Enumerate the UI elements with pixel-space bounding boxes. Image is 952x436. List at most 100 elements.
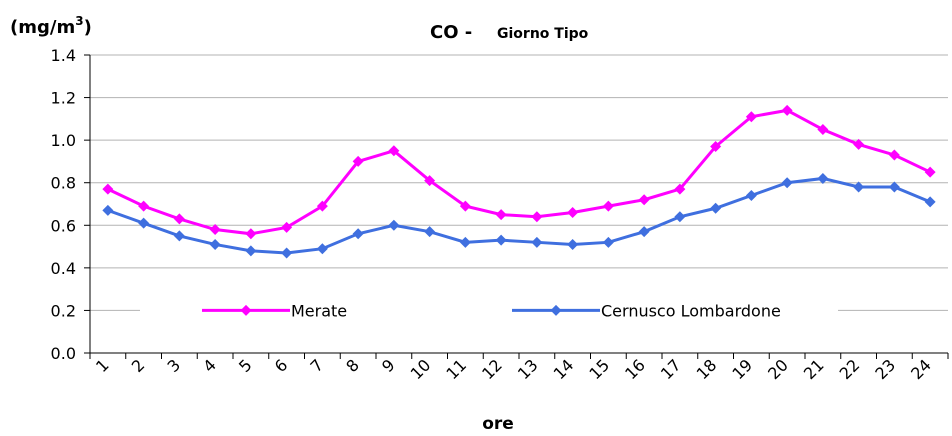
x-tick-label: 2: [128, 355, 149, 376]
unit-label-suffix: ): [84, 17, 92, 38]
unit-label-prefix: (mg/m: [10, 17, 75, 38]
data-point: [281, 221, 293, 233]
data-point: [817, 124, 829, 135]
y-tick-label: 0.6: [51, 216, 76, 235]
y-tick-label: 0.2: [51, 301, 76, 320]
legend-label: Cernusco Lombardone: [601, 301, 781, 320]
data-point: [209, 224, 221, 236]
data-point: [424, 226, 436, 238]
y-tick-label: 1.4: [51, 46, 76, 65]
data-point: [781, 104, 793, 116]
data-point: [173, 213, 185, 225]
data-point: [638, 226, 650, 238]
data-point: [209, 238, 221, 250]
data-point: [138, 217, 150, 229]
x-tick-label: 23: [871, 355, 899, 383]
legend-marker: [550, 304, 562, 316]
data-point: [388, 219, 400, 231]
x-tick-label: 17: [657, 355, 685, 383]
data-point: [888, 149, 900, 161]
data-point: [102, 204, 114, 216]
data-point: [888, 181, 900, 193]
unit-label-exponent: 3: [75, 14, 83, 28]
chart-subtitle: Giorno Tipo: [497, 26, 589, 42]
data-point: [674, 211, 686, 223]
x-tick-label: 11: [442, 355, 470, 383]
data-point: [459, 236, 471, 248]
x-tick-label: 7: [307, 355, 328, 376]
data-point: [424, 175, 436, 187]
axes: [84, 54, 949, 359]
data-point: [638, 194, 650, 206]
x-tick-label: 9: [378, 355, 399, 376]
y-tick-label: 1.2: [51, 89, 76, 108]
x-tick-label: 10: [407, 355, 435, 383]
x-axis-label: ore: [482, 414, 514, 434]
y-tick-label: 0.8: [51, 174, 76, 193]
data-point: [531, 211, 543, 223]
data-point: [352, 228, 364, 240]
y-tick-label: 0.0: [51, 344, 76, 363]
data-point: [674, 183, 686, 195]
series-merate: [102, 104, 936, 240]
data-point: [316, 243, 328, 255]
x-tick-label: 18: [693, 355, 721, 383]
data-point: [495, 234, 507, 246]
series-line: [107, 108, 931, 236]
data-point: [352, 155, 364, 167]
x-tick-label: 5: [235, 355, 256, 376]
data-point: [853, 181, 865, 193]
unit-label: (mg/m3): [10, 14, 92, 38]
x-tick-label: 20: [764, 355, 792, 383]
data-point: [531, 236, 543, 248]
x-tick-label: 6: [271, 355, 292, 376]
x-tick-label: 22: [836, 355, 864, 383]
data-point: [245, 228, 257, 240]
legend-item: Cernusco Lombardone: [512, 301, 781, 320]
x-tick-label: 24: [907, 355, 935, 383]
data-point: [781, 177, 793, 189]
data-point: [710, 141, 722, 153]
legend-item: Merate: [202, 301, 347, 320]
data-point: [173, 230, 185, 242]
data-point: [102, 183, 114, 195]
data-point: [495, 209, 507, 221]
series-group: [102, 104, 936, 259]
x-tick-label: 13: [514, 355, 542, 383]
x-tick-label: 1: [92, 355, 113, 376]
x-tick-label: 8: [342, 355, 363, 376]
x-tick-label: 21: [800, 355, 828, 383]
x-tick-label: 16: [621, 355, 649, 383]
x-tick-label: 19: [728, 355, 756, 383]
legend-label: Merate: [291, 301, 347, 320]
data-point: [745, 189, 757, 201]
data-point: [924, 196, 936, 208]
data-point: [710, 202, 722, 214]
data-point: [281, 247, 293, 259]
x-tick-label: 15: [585, 355, 613, 383]
x-tick-label: 3: [164, 355, 185, 376]
y-tick-label: 1.0: [51, 131, 76, 150]
x-tick-label: 4: [199, 355, 220, 376]
x-tick-label: 12: [478, 355, 506, 383]
data-point: [245, 245, 257, 257]
y-tick-labels: 0.0 0.2 0.4 0.6 0.8 1.0 1.2 1.4: [51, 46, 76, 363]
data-point: [567, 238, 579, 250]
data-point: [602, 200, 614, 212]
data-point: [316, 200, 328, 212]
legend: Merate Cernusco Lombardone: [202, 301, 781, 320]
data-point: [388, 145, 400, 157]
legend-marker: [240, 304, 252, 316]
grid-lines: [90, 54, 948, 311]
data-point: [567, 207, 579, 219]
x-tick-label: 14: [550, 355, 578, 383]
data-point: [817, 172, 829, 184]
data-point: [459, 200, 471, 212]
y-tick-label: 0.4: [51, 259, 76, 278]
data-point: [745, 111, 757, 123]
data-point: [853, 138, 865, 150]
series-line: [107, 176, 931, 255]
data-point: [924, 166, 936, 178]
chart-title: CO -: [430, 22, 472, 43]
